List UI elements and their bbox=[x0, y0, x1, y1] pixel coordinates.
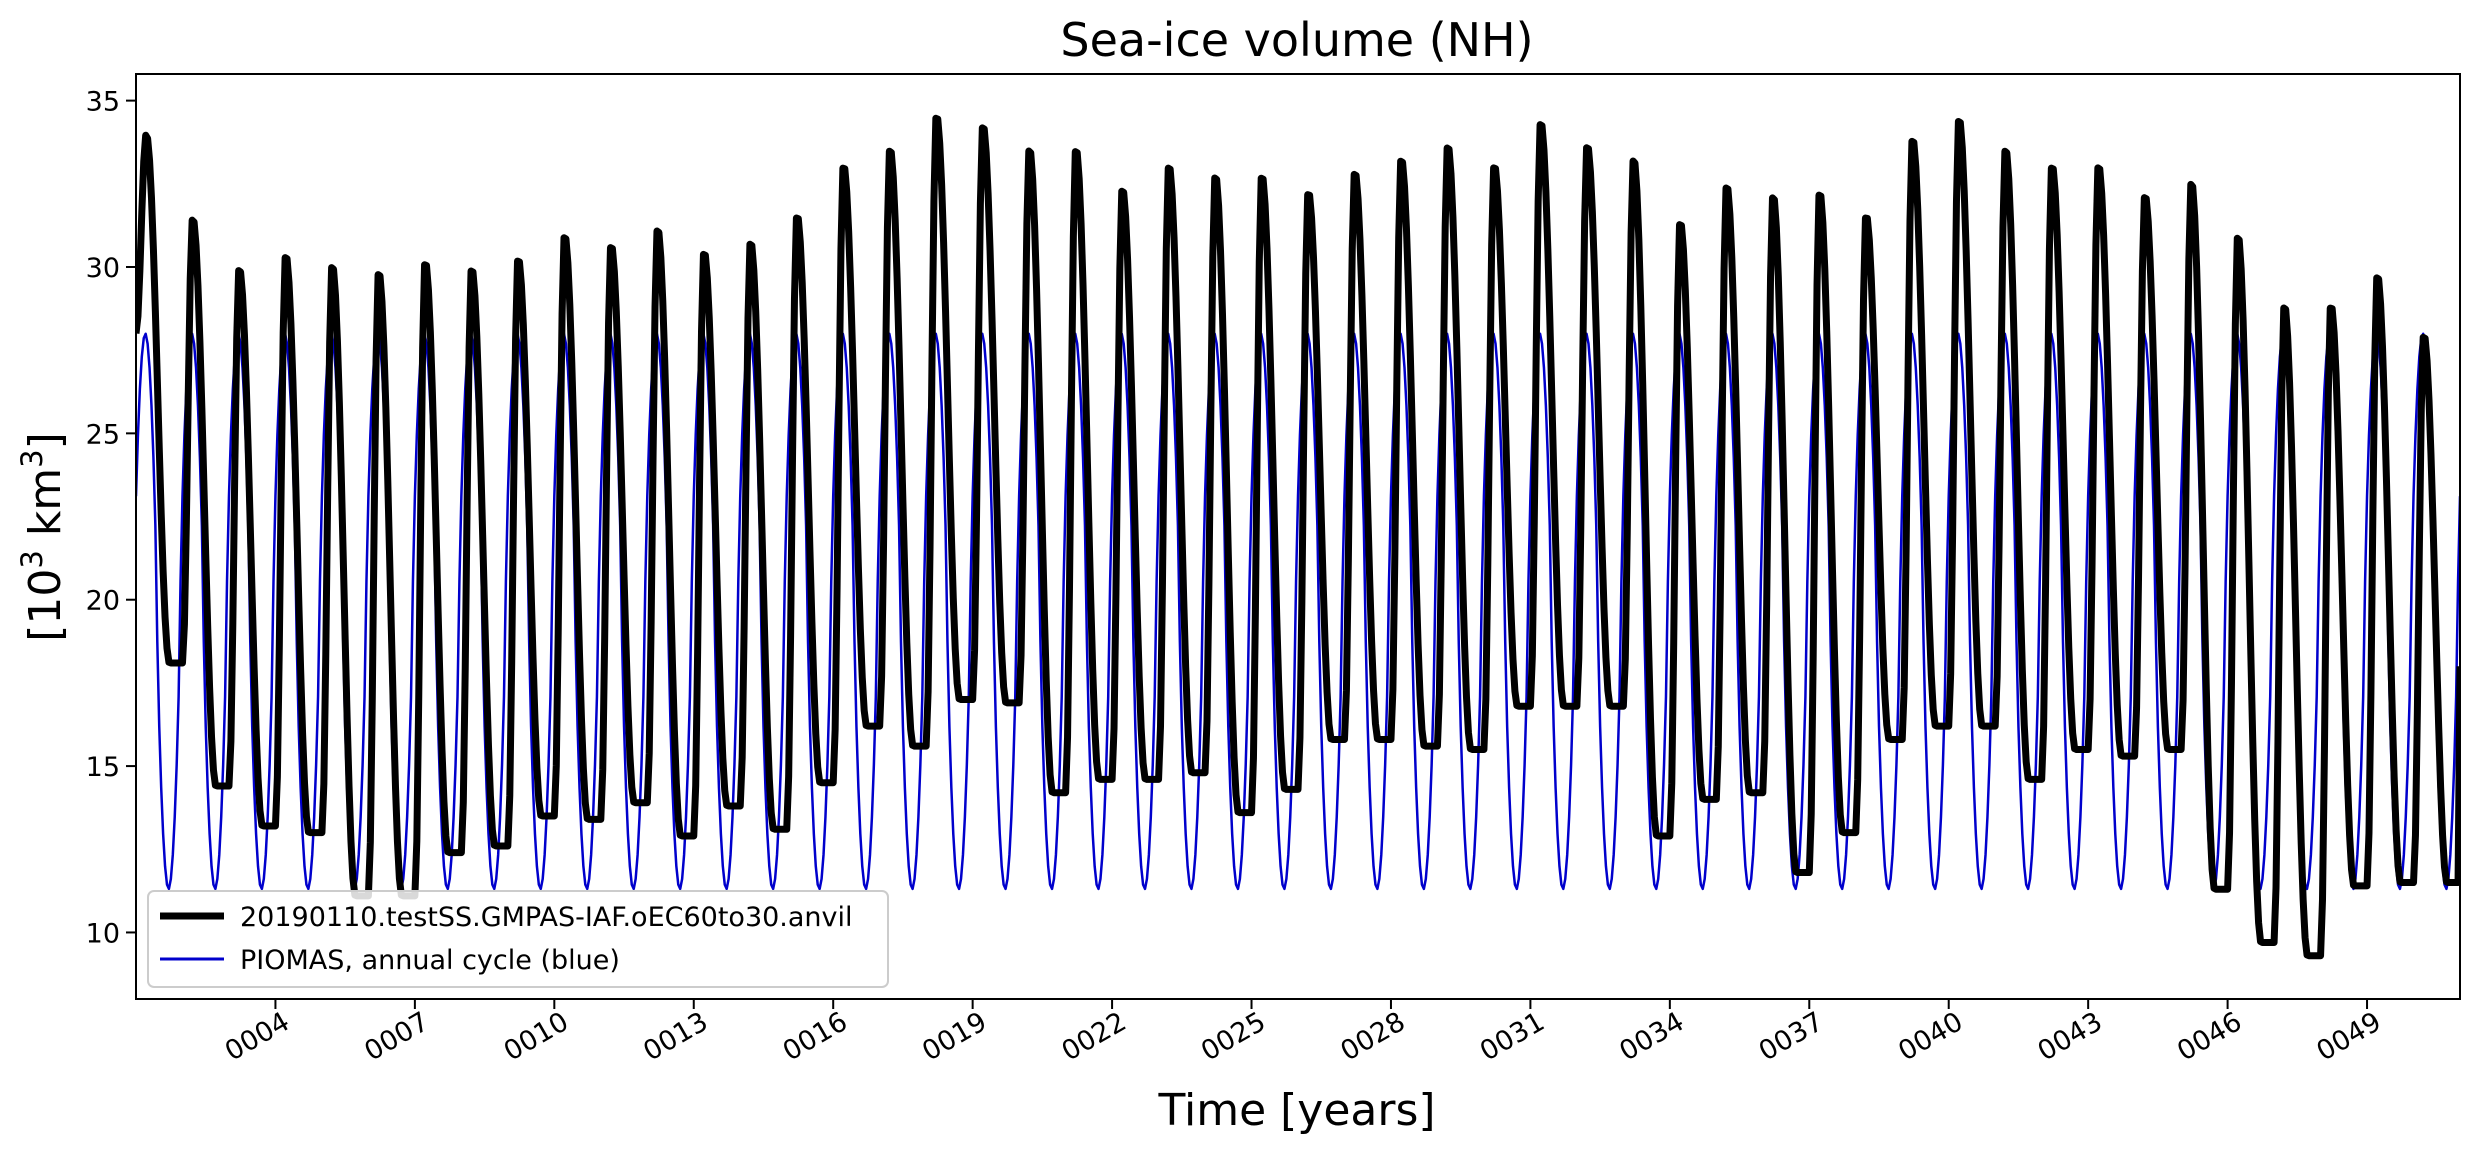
y-axis: 10 15 20 25 30 35 bbox=[86, 87, 136, 950]
x-tick-label: 0040 bbox=[1893, 1006, 1968, 1067]
y-tick-label: 10 bbox=[86, 918, 120, 949]
x-tick-label: 0016 bbox=[778, 1006, 853, 1067]
x-tick-label: 0043 bbox=[2033, 1006, 2108, 1067]
x-tick-label: 0010 bbox=[499, 1006, 574, 1067]
x-tick-label: 0028 bbox=[1335, 1006, 1410, 1067]
y-tick-label: 20 bbox=[86, 586, 120, 617]
x-tick-label: 0013 bbox=[638, 1006, 713, 1067]
x-tick-label: 0004 bbox=[220, 1006, 295, 1067]
legend-label-piomas: PIOMAS, annual cycle (blue) bbox=[240, 945, 620, 976]
x-tick-label: 0037 bbox=[1754, 1006, 1829, 1067]
x-tick-label: 0007 bbox=[359, 1006, 434, 1067]
y-tick-label: 25 bbox=[86, 419, 120, 450]
x-tick-label: 0031 bbox=[1475, 1006, 1550, 1067]
x-tick-label: 0025 bbox=[1196, 1006, 1271, 1067]
x-tick-label: 0022 bbox=[1057, 1006, 1132, 1067]
x-tick-label: 0049 bbox=[2312, 1006, 2387, 1067]
x-tick-label: 0034 bbox=[1614, 1006, 1689, 1067]
y-tick-label: 30 bbox=[86, 253, 120, 284]
y-tick-label: 35 bbox=[86, 87, 120, 118]
plot-area bbox=[136, 74, 2460, 999]
y-axis-label: [103 km3] bbox=[15, 432, 71, 642]
x-tick-label: 0019 bbox=[917, 1006, 992, 1067]
x-axis: 0004 0007 0010 0013 0016 0019 0022 0025 0028 0031… bbox=[220, 999, 2387, 1067]
y-tick-label: 15 bbox=[86, 752, 120, 783]
legend: 20190110.testSS.GMPAS-IAF.oEC60to30.anvi… bbox=[148, 891, 888, 987]
chart-title: Sea-ice volume (NH) bbox=[1060, 13, 1533, 67]
x-axis-label: Time [years] bbox=[1157, 1085, 1435, 1136]
legend-label-model: 20190110.testSS.GMPAS-IAF.oEC60to30.anvi… bbox=[240, 902, 853, 933]
x-tick-label: 0046 bbox=[2172, 1006, 2247, 1067]
